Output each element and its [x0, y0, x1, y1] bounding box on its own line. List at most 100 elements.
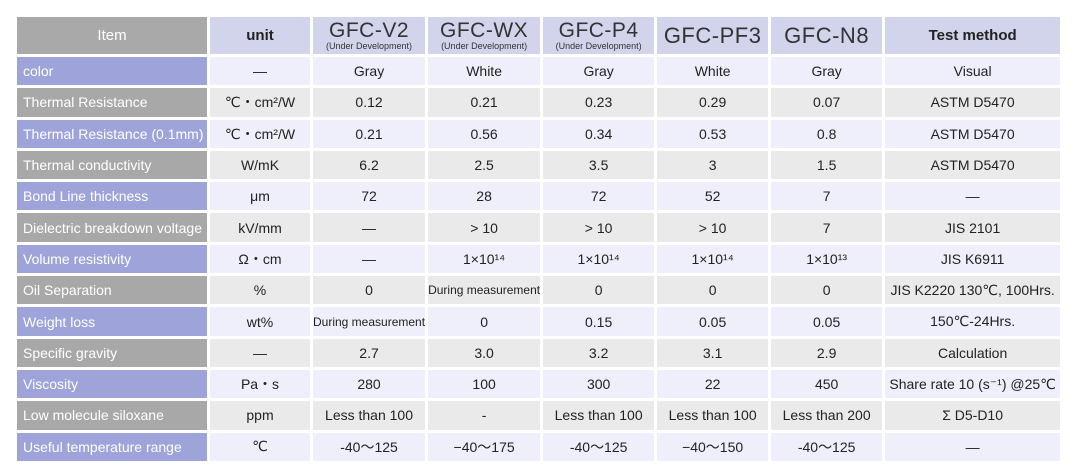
value-cell: 0.34	[543, 119, 655, 148]
value-cell: 300	[543, 369, 655, 399]
unit-cell: Pa・s	[210, 369, 310, 399]
test-method-cell: 150℃-24Hrs.	[885, 307, 1061, 336]
header-row: Item unit GFC-V2 (Under Development) GFC…	[17, 17, 1061, 54]
value-cell: Less than 100	[657, 401, 769, 430]
unit-cell: ppm	[210, 401, 310, 430]
value-cell: 0.05	[771, 307, 883, 336]
value-cell: 0.21	[428, 88, 541, 117]
value-cell: 2.9	[771, 338, 883, 367]
value-cell: Gray	[543, 57, 655, 86]
test-method-cell: Visual	[885, 57, 1061, 86]
test-method-cell: ASTM D5470	[885, 150, 1061, 180]
value-cell: 0.15	[543, 307, 655, 336]
table-row: Bond Line thickness μm 72 28 72 52 7—	[17, 182, 1061, 211]
row-label: Thermal Resistance	[17, 88, 207, 117]
table-row: Thermal Resistance (0.1mm) ℃・cm²/W 0.21 0.5…	[17, 119, 1061, 148]
value-cell: 1×10¹⁴	[543, 244, 655, 274]
value-cell: 0.12	[313, 88, 426, 117]
value-cell: 0.8	[771, 119, 883, 148]
value-cell: White	[657, 57, 769, 86]
spec-table: Item unit GFC-V2 (Under Development) GFC…	[14, 14, 1063, 464]
table-row: Dielectric breakdown voltage kV/mm — > 10 > …	[17, 213, 1061, 242]
row-label: Viscosity	[17, 369, 207, 399]
value-cell: 0	[428, 307, 541, 336]
unit-cell: wt%	[210, 307, 310, 336]
header-product: GFC-WX (Under Development)	[428, 17, 541, 54]
test-method-cell: JIS K6911	[885, 244, 1061, 274]
header-test-method: Test method	[885, 17, 1061, 54]
value-cell: 3	[657, 150, 769, 180]
value-cell: 1.5	[771, 150, 883, 180]
row-label: Useful temperature range	[17, 432, 207, 461]
value-cell: > 10	[657, 213, 769, 242]
header-product: GFC-PF3	[657, 17, 769, 54]
product-name: GFC-N8	[784, 22, 870, 48]
value-cell: Less than 200	[771, 401, 883, 430]
table-row: Low molecule siloxane ppm Less than 100- Le…	[17, 401, 1061, 430]
value-cell: 3.1	[657, 338, 769, 367]
product-note: (Under Development)	[326, 40, 413, 51]
row-label: Oil Separation	[17, 276, 207, 305]
value-cell: 72	[313, 182, 426, 211]
test-method-cell: ASTM D5470	[885, 119, 1061, 148]
value-cell: 6.2	[313, 150, 426, 180]
value-cell: 100	[428, 369, 541, 399]
table-row: Weight loss wt% During measurement 0 0.15 0.0…	[17, 307, 1061, 336]
unit-cell: ℃・cm²/W	[210, 119, 310, 148]
value-cell: 0.56	[428, 119, 541, 148]
value-cell: 72	[543, 182, 655, 211]
value-cell: −40〜150	[657, 432, 769, 461]
unit-cell: μm	[210, 182, 310, 211]
unit-cell: —	[210, 57, 310, 86]
test-method-cell: —	[885, 432, 1061, 461]
test-method-cell: Calculation	[885, 338, 1061, 367]
header-product: GFC-P4 (Under Development)	[543, 17, 655, 54]
header-product: GFC-V2 (Under Development)	[313, 17, 426, 54]
value-cell: 1×10¹⁴	[657, 244, 769, 274]
value-cell: -40〜125	[771, 432, 883, 461]
table-row: Useful temperature range ℃ -40〜125 −40〜175-…	[17, 432, 1061, 461]
row-label: Dielectric breakdown voltage	[17, 213, 207, 242]
value-cell: 3.5	[543, 150, 655, 180]
value-cell: Less than 100	[313, 401, 426, 430]
table-row: color — Gray White Gray White Gray Visual	[17, 57, 1061, 86]
value-cell: 22	[657, 369, 769, 399]
unit-cell: ℃	[210, 432, 310, 461]
unit-cell: %	[210, 276, 310, 305]
row-label: Thermal Resistance (0.1mm)	[17, 119, 207, 148]
value-cell: 280	[313, 369, 426, 399]
value-cell: 0.23	[543, 88, 655, 117]
value-cell: Gray	[313, 57, 426, 86]
row-label: Weight loss	[17, 307, 207, 336]
value-cell: 0.29	[657, 88, 769, 117]
table-row: Specific gravity —2.7 3.0 3.2 3.1 2.9 Calculat…	[17, 338, 1061, 367]
value-cell: 0.21	[313, 119, 426, 148]
value-cell: 450	[771, 369, 883, 399]
test-method-cell: —	[885, 182, 1061, 211]
value-cell: -40〜125	[543, 432, 655, 461]
product-name: GFC-V2	[329, 18, 410, 42]
value-cell: 52	[657, 182, 769, 211]
value-cell: −40〜175	[428, 432, 541, 461]
value-cell: 0	[657, 276, 769, 305]
value-cell: 28	[428, 182, 541, 211]
value-cell: > 10	[428, 213, 541, 242]
value-cell: -40〜125	[313, 432, 426, 461]
row-label: Low molecule siloxane	[17, 401, 207, 430]
unit-cell: ℃・cm²/W	[210, 88, 310, 117]
value-cell: —	[313, 213, 426, 242]
value-cell: 0	[313, 276, 426, 305]
test-method-cell: Share rate 10 (s⁻¹) @25℃	[885, 369, 1061, 399]
value-cell: Less than 100	[543, 401, 655, 430]
value-cell: 0	[771, 276, 883, 305]
unit-cell: W/mK	[210, 150, 310, 180]
value-cell: 0	[543, 276, 655, 305]
value-cell: —	[313, 244, 426, 274]
value-cell: 0.07	[771, 88, 883, 117]
value-cell: 3.0	[428, 338, 541, 367]
unit-cell: kV/mm	[210, 213, 310, 242]
value-cell: -	[428, 401, 541, 430]
value-cell: > 10	[543, 213, 655, 242]
header-unit: unit	[210, 17, 310, 54]
table-row: Volume resistivity Ω・cm —1×10¹⁴ 1×10¹⁴ 1×10¹…	[17, 244, 1061, 274]
